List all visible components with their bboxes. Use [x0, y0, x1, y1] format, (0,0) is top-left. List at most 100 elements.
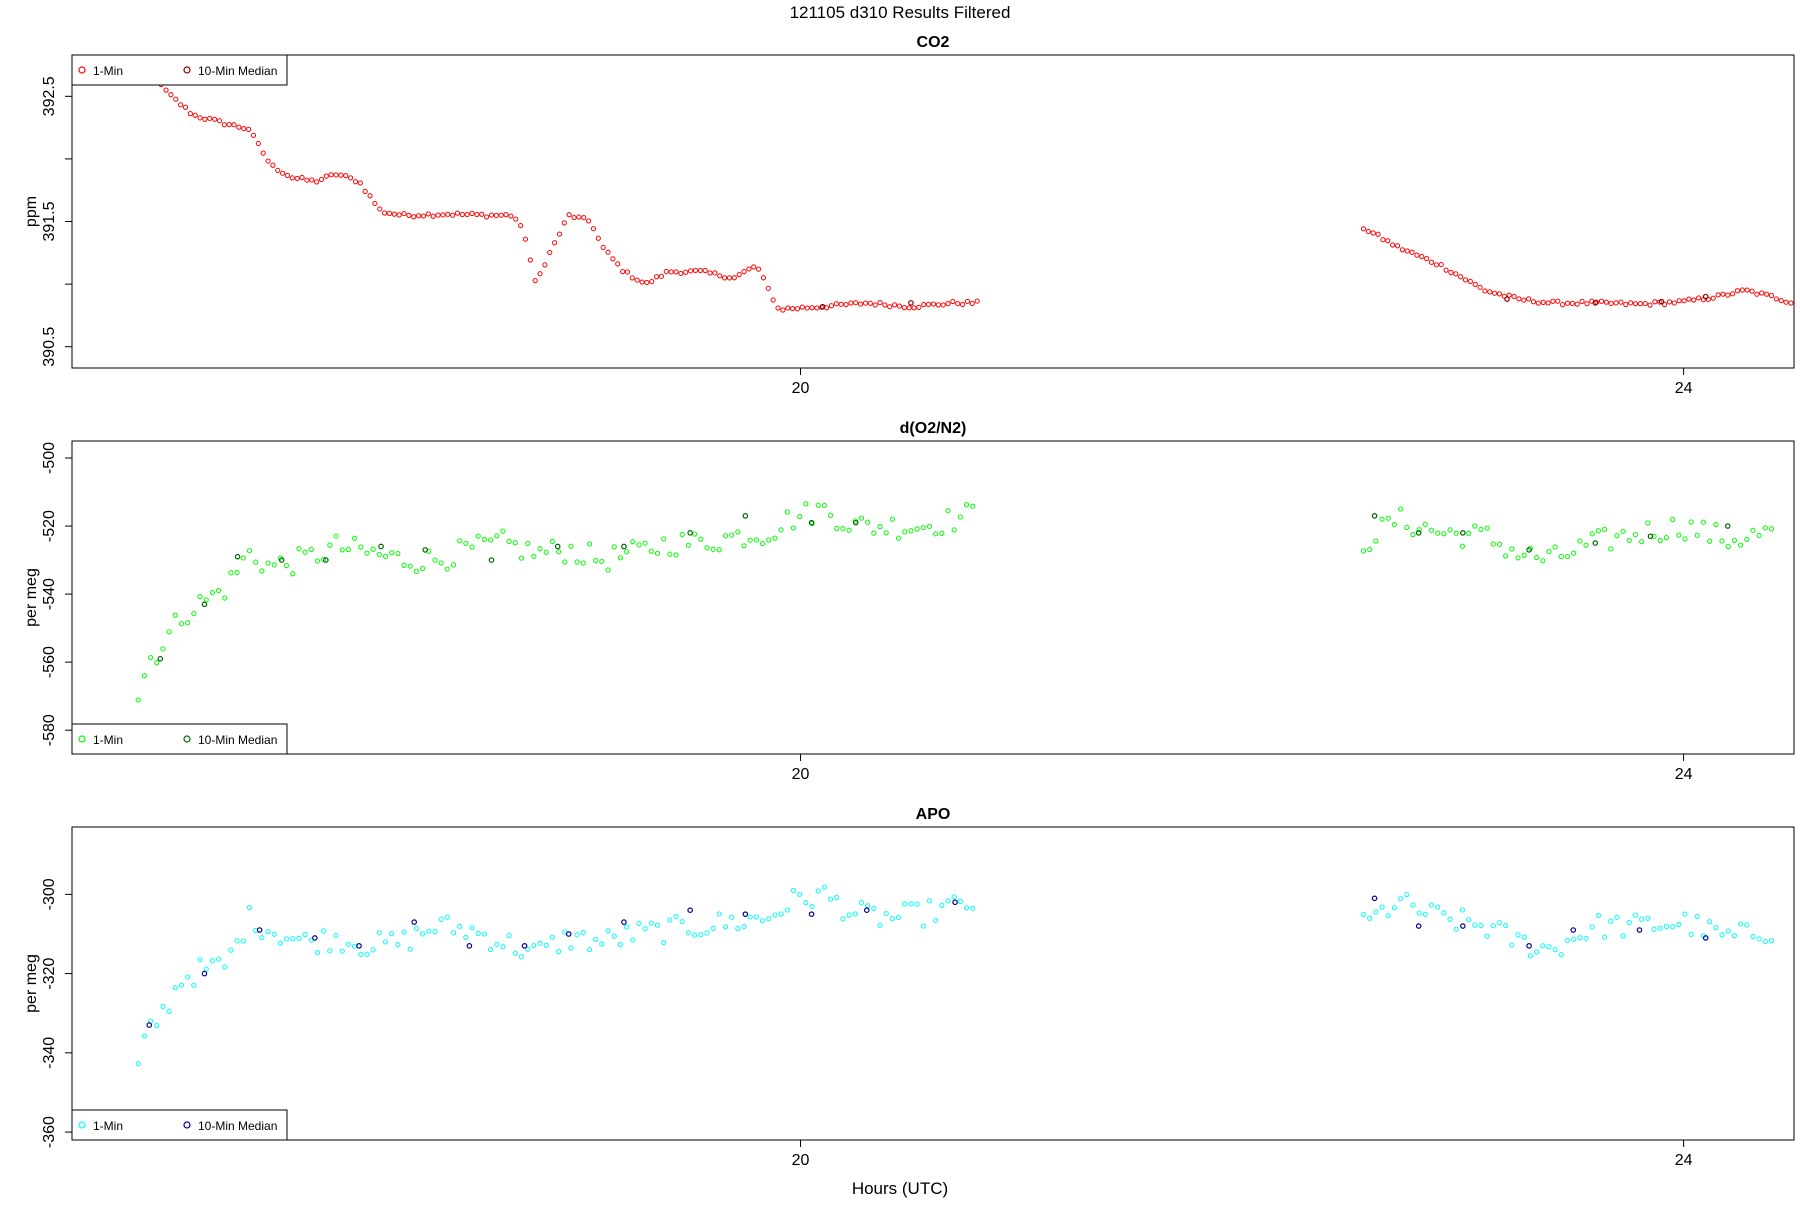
point-1-min [871, 530, 877, 536]
point-1-min [940, 302, 946, 308]
x-tick-label: 20 [792, 766, 810, 783]
point-1-min [574, 932, 580, 938]
point-1-min [1526, 296, 1532, 302]
point-1-min [794, 306, 801, 312]
point-1-min [615, 261, 621, 267]
point-1-min [1428, 527, 1435, 533]
point-1-min [896, 303, 903, 309]
point-1-min [586, 541, 593, 547]
point-10-min-median [808, 519, 815, 526]
point-1-min [877, 523, 883, 530]
point-1-min [338, 172, 344, 178]
point-1-min [970, 905, 976, 911]
point-1-min [395, 941, 401, 948]
point-1-min [746, 266, 752, 272]
y-tick-label: -520 [41, 510, 58, 542]
y-tick-label: -560 [41, 646, 58, 678]
point-1-min [772, 912, 778, 918]
figure-title: 121105 d310 Results Filtered [790, 3, 1011, 22]
point-1-min [624, 269, 631, 275]
point-10-min-median [378, 543, 384, 550]
point-1-min [661, 536, 667, 542]
point-10-min-median [687, 907, 693, 914]
point-1-min [141, 673, 148, 679]
point-1-min [1614, 533, 1620, 539]
legend-box [71, 1109, 288, 1141]
point-1-min [1535, 300, 1541, 306]
point-1-min [1447, 916, 1453, 922]
point-1-min [1385, 238, 1391, 244]
point-1-min [1613, 300, 1619, 306]
point-1-min [661, 939, 667, 946]
point-1-min [469, 925, 475, 931]
point-1-min [819, 304, 825, 310]
point-1-min [1601, 526, 1608, 532]
point-1-min [270, 162, 276, 168]
point-1-min [500, 528, 506, 534]
point-1-min [1546, 548, 1552, 555]
point-1-min [778, 911, 784, 917]
point-1-min [401, 929, 407, 935]
point-1-min [722, 533, 729, 539]
point-1-min [1603, 299, 1609, 305]
point-1-min [364, 550, 370, 556]
point-1-min [234, 938, 240, 944]
point-1-min [457, 923, 463, 929]
series-10-min-median [819, 293, 1709, 310]
x-tick-label: 24 [1675, 1152, 1693, 1169]
y-tick-label: -300 [41, 878, 58, 910]
point-1-min [1719, 932, 1725, 938]
point-1-min [352, 179, 359, 185]
point-1-min [803, 501, 809, 507]
point-1-min [753, 914, 759, 920]
point-1-min [215, 956, 222, 962]
point-1-min [1472, 523, 1478, 529]
point-1-min [197, 115, 203, 121]
point-1-min [865, 903, 871, 909]
point-1-min [494, 533, 500, 539]
point-1-min [1725, 928, 1731, 934]
point-1-min [673, 269, 679, 275]
point-1-min [549, 934, 555, 940]
point-10-min-median [554, 543, 561, 550]
point-1-min [367, 193, 373, 199]
point-1-min [513, 216, 519, 222]
point-1-min [1515, 555, 1521, 561]
point-1-min [1552, 947, 1558, 953]
x-tick-label: 20 [792, 380, 810, 397]
panel-title: CO2 [917, 34, 950, 51]
point-1-min [1459, 907, 1466, 913]
point-1-min [887, 304, 893, 310]
point-1-min [1428, 259, 1435, 265]
panel-2: d(O2/N2) -580 -560 -540 -520 -500 per meg 20 24 1… [23, 420, 1795, 783]
point-1-min [599, 941, 605, 947]
series-10-min-median [146, 895, 1709, 1028]
point-1-min [1404, 524, 1410, 530]
point-1-min [935, 302, 941, 308]
point-1-min [1764, 291, 1770, 297]
point-1-min [945, 508, 951, 514]
point-1-min [277, 940, 284, 946]
panel-title: d(O2/N2) [900, 420, 967, 437]
point-10-min-median [1636, 927, 1643, 933]
series-1-min [135, 884, 1775, 1067]
point-1-min [755, 266, 762, 272]
point-1-min [1487, 289, 1493, 295]
point-1-min [1465, 917, 1472, 923]
legend-label: 10-Min Median [198, 64, 277, 78]
point-1-min [955, 300, 961, 307]
point-1-min [216, 118, 223, 124]
point-1-min [911, 305, 917, 311]
point-1-min [1509, 942, 1515, 948]
point-1-min [241, 125, 247, 132]
point-1-min [1385, 913, 1391, 919]
point-1-min [1669, 924, 1676, 930]
point-1-min [653, 274, 660, 280]
y-tick-label: -580 [41, 714, 58, 746]
series-10-min-median [157, 513, 1731, 662]
point-1-min [182, 104, 189, 110]
point-1-min [644, 279, 650, 286]
point-1-min [265, 158, 271, 164]
point-1-min [1484, 933, 1490, 939]
